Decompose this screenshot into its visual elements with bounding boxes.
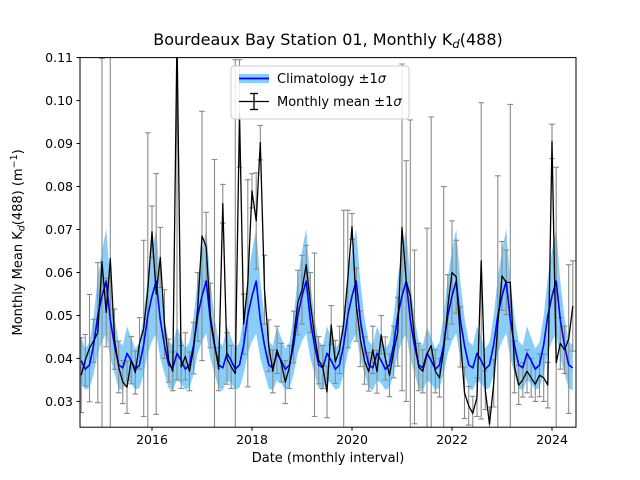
y-axis-label: Monthly Mean Kd(488) (m−1) <box>9 149 28 335</box>
y-tick-label: 0.04 <box>45 351 73 366</box>
x-axis-label: Date (monthly interval) <box>252 451 405 466</box>
x-tick-label: 2020 <box>336 432 368 447</box>
legend-label-monthly-mean: Monthly mean ±1σ <box>277 95 402 110</box>
legend-box <box>230 65 410 120</box>
chart-title: Bourdeaux Bay Station 01, Monthly Kd(488… <box>153 30 503 51</box>
climatology-sigma-band <box>81 228 573 391</box>
x-tick-label: 2016 <box>136 432 168 447</box>
x-tick-label: 2024 <box>536 432 568 447</box>
y-axis: 0.03 0.04 0.05 0.06 0.07 0.08 0.09 0.10 0.11 <box>45 50 80 409</box>
x-tick-label: 2022 <box>436 432 468 447</box>
x-axis: 2016 2018 2020 2022 2024 <box>136 427 568 447</box>
legend-label-climatology: Climatology ±1σ <box>277 72 387 87</box>
y-tick-label: 0.06 <box>45 265 73 280</box>
x-tick-label: 2018 <box>236 432 268 447</box>
y-tick-label: 0.10 <box>45 93 73 108</box>
y-tick-label: 0.11 <box>45 50 73 65</box>
y-tick-label: 0.07 <box>45 222 73 237</box>
monthly-mean-line <box>80 57 574 425</box>
y-tick-label: 0.03 <box>45 394 73 409</box>
climatology-line <box>80 280 574 370</box>
y-tick-label: 0.08 <box>45 179 73 194</box>
axes-spines <box>79 57 577 428</box>
legend: Climatology ±1σ Monthly mean ±1σ <box>230 65 410 120</box>
y-tick-label: 0.05 <box>45 308 73 323</box>
y-tick-label: 0.09 <box>45 136 73 151</box>
